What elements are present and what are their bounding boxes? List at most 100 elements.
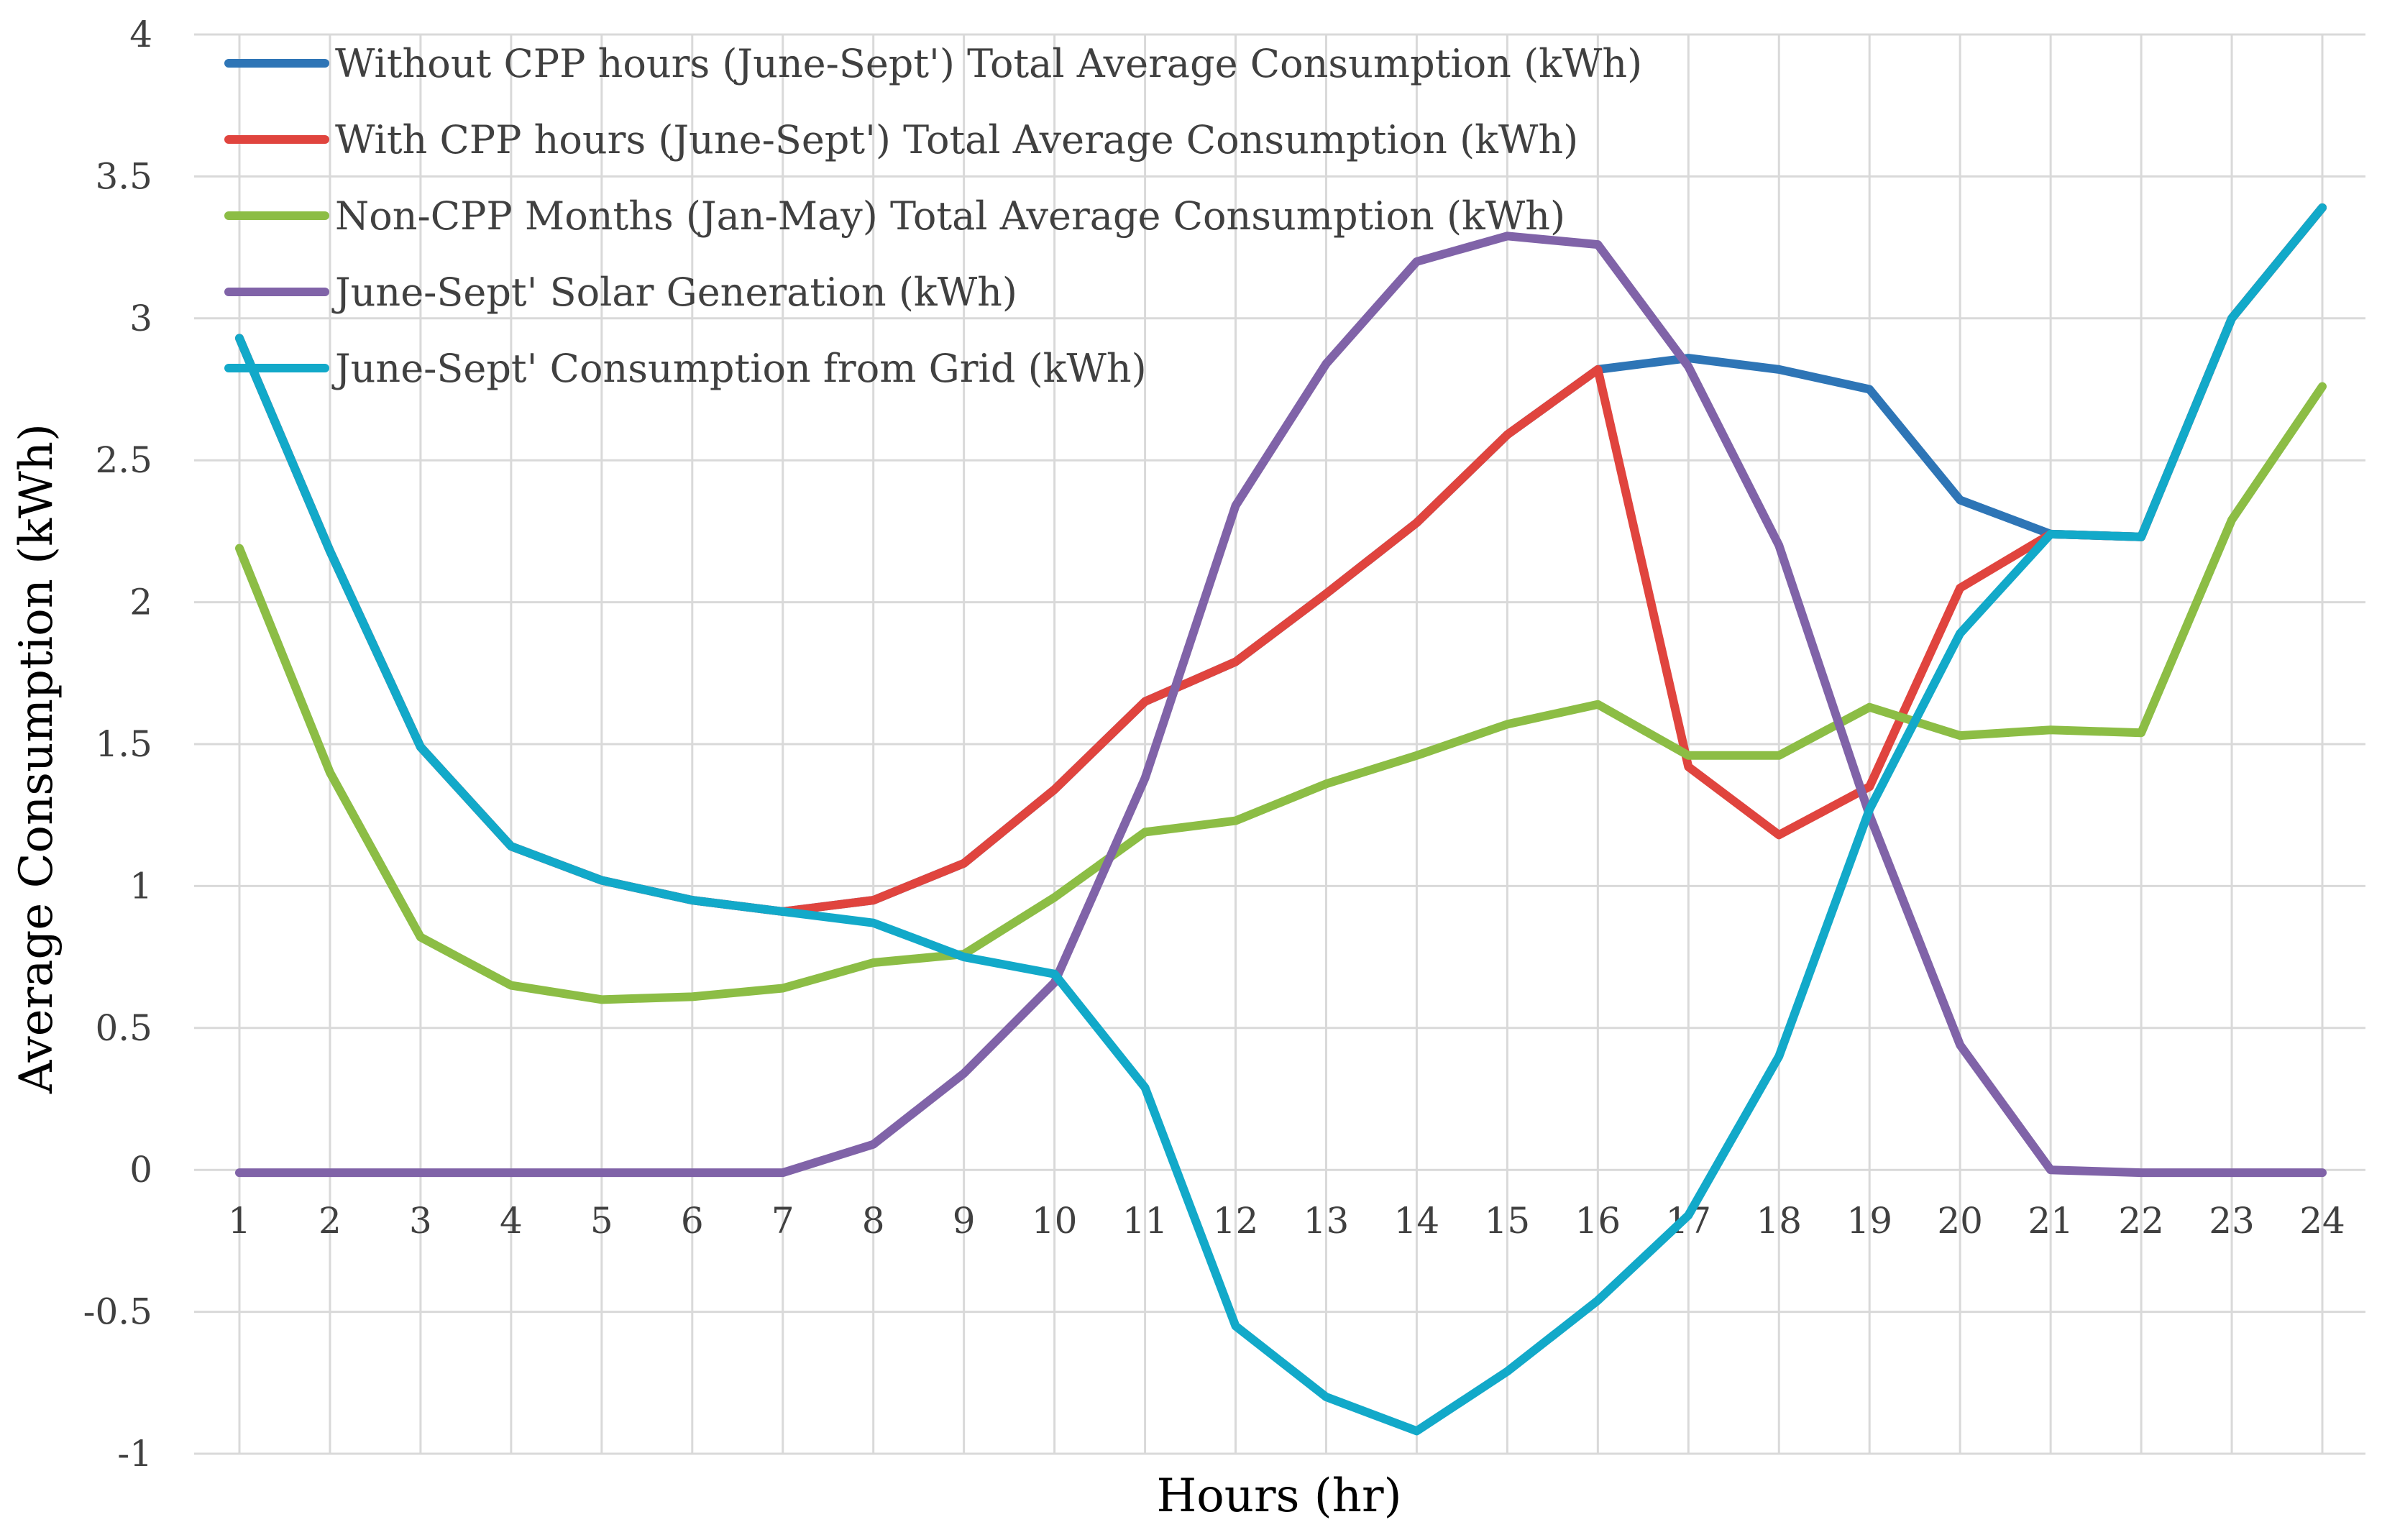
series-line [235, 232, 2327, 1178]
x-axis-title: Hours (hr) [1156, 1470, 1401, 1523]
data-point [1143, 1086, 1147, 1089]
data-point [418, 1171, 422, 1175]
plot-area [235, 203, 2327, 1436]
data-point [962, 1071, 966, 1075]
data-point [1143, 830, 1147, 834]
x-tick-label: 3 [409, 1200, 432, 1242]
series-line [235, 203, 2327, 1436]
x-tick-label: 22 [2118, 1200, 2164, 1242]
data-point [1687, 365, 1690, 368]
data-point [1959, 498, 1962, 502]
data-point [1324, 782, 1328, 786]
data-point [1234, 504, 1237, 508]
data-point [1959, 586, 1962, 590]
x-tick-label: 12 [1213, 1200, 1259, 1242]
data-point [690, 1171, 694, 1175]
x-tick-label: 10 [1032, 1200, 1078, 1242]
data-point [1959, 632, 1962, 636]
x-axis-ticks: 1 2 3 4 5 6 7 8 9 10 11 12 13 14 15 16 17 18 19 20 21 22 23 24 [228, 1200, 2345, 1242]
data-point [2049, 1168, 2053, 1172]
x-tick-label: 11 [1122, 1200, 1168, 1242]
data-point [1777, 1055, 1781, 1058]
data-point [1687, 753, 1690, 757]
legend-item: June-Sept' Solar Generation (kWh) [224, 270, 1017, 315]
data-point [1143, 776, 1147, 780]
data-point [2230, 1171, 2234, 1175]
data-point [1777, 544, 1781, 547]
x-tick-label: 6 [681, 1200, 704, 1242]
data-point [1143, 700, 1147, 703]
data-point [1596, 243, 1600, 247]
y-tick-label: -0.5 [83, 1291, 152, 1333]
y-tick-label: 3 [129, 298, 152, 339]
data-point [1415, 1429, 1419, 1433]
data-point [781, 986, 784, 990]
data-point [1596, 702, 1600, 706]
data-point [871, 961, 875, 964]
y-tick-label: 0 [129, 1149, 152, 1191]
data-point [690, 995, 694, 999]
data-point [2321, 385, 2324, 388]
data-point [238, 546, 241, 550]
x-tick-label: 19 [1846, 1200, 1892, 1242]
x-tick-label: 8 [862, 1200, 885, 1242]
data-point [1415, 260, 1419, 263]
legend-item: With CPP hours (June-Sept') Total Averag… [224, 117, 1578, 162]
data-point [238, 336, 241, 340]
x-tick-label: 1 [228, 1200, 251, 1242]
x-tick-label: 13 [1304, 1200, 1350, 1242]
data-point [1234, 1324, 1237, 1328]
data-point [600, 998, 603, 1002]
legend-item: June-Sept' Consumption from Grid (kWh) [224, 346, 1147, 391]
y-axis-ticks: -1 -0.5 0 0.5 1 1.5 2 2.5 3 3.5 4 [83, 14, 152, 1475]
data-point [509, 845, 513, 848]
data-point [871, 921, 875, 925]
data-point [871, 899, 875, 902]
y-axis-title: Average Consumption (kWh) [10, 423, 63, 1094]
y-tick-label: 4 [129, 14, 152, 55]
data-point [690, 899, 694, 902]
data-point [781, 909, 784, 913]
y-tick-label: 0.5 [95, 1007, 152, 1049]
data-point [1596, 1298, 1600, 1302]
x-tick-label: 4 [500, 1200, 523, 1242]
data-point [781, 1171, 784, 1175]
series-3 [235, 382, 2327, 1004]
data-point [1324, 362, 1328, 365]
y-tick-label: -1 [117, 1433, 152, 1475]
data-point [1053, 972, 1056, 976]
data-point [1868, 785, 1872, 789]
data-point [1415, 521, 1419, 525]
data-point [1687, 1214, 1690, 1217]
data-point [1415, 753, 1419, 757]
y-tick-label: 2 [129, 582, 152, 623]
data-point [1868, 388, 1872, 391]
legend-item: Non-CPP Months (Jan-May) Total Average C… [224, 193, 1565, 239]
x-tick-label: 2 [319, 1200, 342, 1242]
data-point [1596, 367, 1600, 371]
data-point [2321, 1171, 2324, 1175]
data-point [871, 1142, 875, 1146]
data-point [1506, 234, 1509, 238]
x-tick-label: 5 [590, 1200, 613, 1242]
data-point [1506, 1370, 1509, 1373]
x-tick-label: 20 [1937, 1200, 1983, 1242]
series-line [235, 382, 2327, 1004]
data-point [418, 935, 422, 939]
data-point [1777, 833, 1781, 837]
y-tick-label: 1 [129, 865, 152, 907]
data-point [1777, 753, 1781, 757]
legend-label: Non-CPP Months (Jan-May) Total Average C… [335, 193, 1565, 239]
data-point [328, 1171, 331, 1175]
data-point [1868, 807, 1872, 811]
y-tick-label: 3.5 [95, 155, 152, 197]
data-point [509, 984, 513, 987]
data-point [238, 1171, 241, 1175]
data-point [962, 861, 966, 865]
data-point [1234, 660, 1237, 664]
series-5 [235, 203, 2327, 1436]
data-point [600, 879, 603, 882]
data-point [2049, 728, 2053, 732]
data-point [2140, 535, 2143, 538]
